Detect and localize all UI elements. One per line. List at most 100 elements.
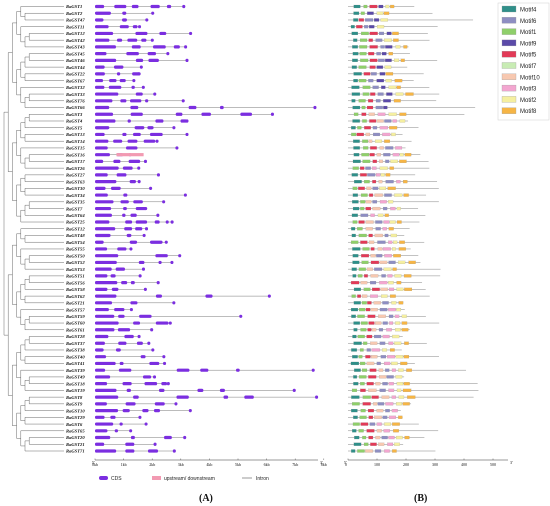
motif-block <box>382 382 388 386</box>
cds-exon <box>109 78 117 83</box>
motif-legend-label: Motif5 <box>520 53 537 59</box>
motif-block <box>368 38 373 42</box>
motif-block <box>402 402 410 406</box>
motif-block <box>391 409 398 413</box>
motif-block <box>365 355 371 359</box>
motif-block <box>350 281 360 285</box>
motif-block <box>358 267 366 271</box>
cds-exon <box>153 408 161 413</box>
motif-block <box>369 153 375 157</box>
motif-block <box>381 274 386 278</box>
axis-b-tick-label: 300 <box>432 462 438 467</box>
motif-block <box>398 395 405 399</box>
motif-block <box>361 254 370 258</box>
cds-exon <box>95 321 119 325</box>
motif-block <box>382 227 387 231</box>
cds-exon <box>132 78 136 83</box>
motif-block <box>370 274 379 278</box>
cds-exon <box>95 146 108 150</box>
cds-exon <box>119 361 124 366</box>
motif-block <box>385 159 390 163</box>
gene-name: RaGST50 <box>66 253 85 258</box>
cds-exon <box>118 341 127 345</box>
motif-block <box>368 388 377 392</box>
cds-exon <box>123 193 128 197</box>
axis-b-5prime: 5' <box>344 460 347 465</box>
motif-block <box>379 200 387 204</box>
cds-exon <box>134 126 145 130</box>
motif-block <box>370 146 377 150</box>
gene-name: RaGST42 <box>66 38 85 43</box>
cds-exon <box>136 341 143 345</box>
gene-name: RaGST2 <box>66 11 83 16</box>
cds-exon <box>176 395 189 399</box>
gene-name: RaGST52 <box>66 260 85 265</box>
motif-block <box>359 415 367 419</box>
motif-block <box>370 355 378 359</box>
motif-block <box>360 240 368 244</box>
motif-block <box>372 287 380 291</box>
motif-block <box>352 254 359 258</box>
motif-block <box>376 65 384 69</box>
motif-block <box>367 301 372 305</box>
cds-exon <box>156 213 160 217</box>
cds-exon <box>124 227 133 231</box>
motif-block <box>403 45 408 49</box>
motif-block <box>384 38 392 42</box>
gene-name: RaGST67 <box>66 78 85 83</box>
motif-block <box>370 247 375 251</box>
cds-exon <box>145 99 149 103</box>
cds-exon <box>270 112 274 116</box>
motif-block <box>381 85 386 89</box>
cds-exon <box>158 260 162 265</box>
motif-block <box>362 247 370 251</box>
motif-block <box>396 206 401 211</box>
cds-exon <box>95 314 115 318</box>
axis-tick-label: 2kb <box>149 462 155 467</box>
gene-name: RaGST28 <box>66 334 85 339</box>
motif-block <box>361 112 367 116</box>
cds-exon <box>113 139 123 143</box>
cds-exon <box>135 31 148 36</box>
cds-exon <box>130 281 135 285</box>
cds-exon <box>130 112 143 116</box>
motif-block <box>369 25 375 29</box>
gene-structure-axis: 5' 3' 0kb 1kb 2kb 3kb 4kb 5kb 6kb 7kb 8kb <box>92 458 327 467</box>
motif-block <box>354 435 360 440</box>
cds-exon <box>161 382 168 386</box>
cds-exon <box>95 72 105 76</box>
motif-block <box>372 180 377 184</box>
motif-block <box>353 341 362 345</box>
motif-block <box>357 294 361 298</box>
cds-exon <box>95 415 105 419</box>
motif-block <box>396 382 404 386</box>
cds-exon <box>114 429 118 433</box>
gene-name: RaGST13 <box>66 132 85 137</box>
motif-legend-label: Motif9 <box>520 41 537 47</box>
gene-name: RaGST4 <box>66 119 83 124</box>
motif-block <box>395 146 403 150</box>
motif-block <box>390 233 397 238</box>
motif-block <box>369 119 377 123</box>
motif-block <box>379 166 388 170</box>
motif-block <box>353 18 359 22</box>
cds-exon <box>131 45 141 49</box>
cds-exon <box>95 132 105 137</box>
motif-block <box>360 193 368 197</box>
axis-b-3prime: 3' <box>510 460 513 465</box>
motif-block <box>400 361 408 366</box>
cds-exon <box>151 348 155 352</box>
motif-block <box>370 307 378 312</box>
motif-block <box>390 4 395 9</box>
utr-region <box>116 153 144 157</box>
motif-block <box>353 287 361 291</box>
gene-name: RaGST29 <box>66 415 85 420</box>
motif-block <box>388 85 397 89</box>
cds-exon <box>108 85 122 89</box>
gene-name: RaGST54 <box>66 240 85 245</box>
motif-block <box>375 38 383 42</box>
motif-block <box>352 119 360 123</box>
cds-exon <box>95 85 105 89</box>
gene-name: RaGST60 <box>66 321 85 326</box>
cds-exon <box>155 139 159 143</box>
